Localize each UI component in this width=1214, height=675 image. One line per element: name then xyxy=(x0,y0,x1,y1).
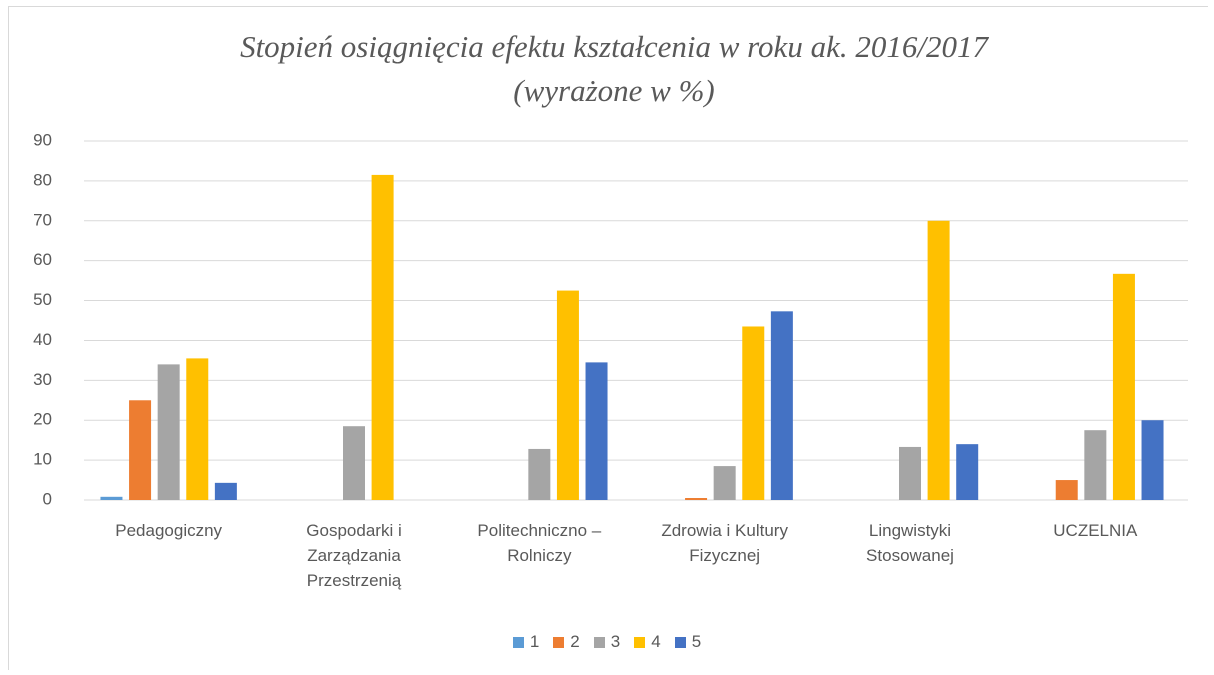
bar xyxy=(157,364,180,500)
legend-swatch xyxy=(593,636,605,648)
chart-frame xyxy=(8,6,1208,670)
legend-label: 1 xyxy=(529,632,540,651)
bar xyxy=(770,311,793,500)
chart-title: Stopień osiągnięcia efektu kształcenia w… xyxy=(240,29,989,64)
bar xyxy=(956,444,979,500)
y-tick-label: 50 xyxy=(33,290,52,309)
legend-swatch xyxy=(512,636,524,648)
bar xyxy=(1141,420,1164,500)
y-tick-label: 10 xyxy=(33,450,52,469)
bar xyxy=(685,498,708,500)
y-tick-label: 0 xyxy=(43,489,52,508)
legend-item: 1 xyxy=(512,632,540,652)
bar xyxy=(371,174,394,500)
legend-item: 2 xyxy=(553,632,580,652)
x-tick-label: Politechniczno – Rolniczy xyxy=(477,521,602,565)
x-tick-label: UCZELNIA xyxy=(1053,521,1138,540)
bar xyxy=(343,426,365,500)
legend-swatch xyxy=(674,636,686,648)
bar xyxy=(927,220,950,500)
bar xyxy=(1055,480,1078,500)
y-tick-label: 30 xyxy=(33,370,52,389)
bar xyxy=(186,358,209,500)
bar xyxy=(1084,430,1107,500)
bar xyxy=(742,326,765,500)
bar xyxy=(713,466,736,500)
legend-swatch xyxy=(634,636,646,648)
x-tick-label: Gospodarki i Zarządzania Przestrzenią xyxy=(306,521,402,590)
chart-subtitle: (wyrażone w %) xyxy=(513,73,714,108)
legend-item: 5 xyxy=(674,632,702,652)
legend-label: 3 xyxy=(610,632,621,651)
bar xyxy=(214,482,237,500)
x-tick-label: Zdrowia i Kultury Fizycznej xyxy=(661,521,788,565)
y-tick-label: 60 xyxy=(33,250,52,269)
bar xyxy=(528,448,551,500)
bar xyxy=(1112,273,1135,500)
y-tick-label: 20 xyxy=(33,410,52,429)
bar xyxy=(899,446,921,500)
legend-label: 2 xyxy=(570,632,580,651)
y-tick-label: 90 xyxy=(33,130,52,149)
x-tick-label: Pedagogiczny xyxy=(115,521,223,540)
legend-label: 4 xyxy=(651,632,661,651)
y-tick-label: 40 xyxy=(33,330,52,349)
y-tick-label: 80 xyxy=(33,170,52,189)
legend-label: 5 xyxy=(691,632,702,651)
bar xyxy=(129,400,152,500)
bar xyxy=(585,362,608,500)
legend-item: 4 xyxy=(634,632,661,652)
bar xyxy=(556,290,579,500)
legend: 1 2 3 4 5 xyxy=(0,632,1214,652)
legend-swatch xyxy=(553,636,565,648)
bar xyxy=(100,496,123,500)
x-tick-label: Lingwistyki Stosowanej xyxy=(866,521,954,565)
legend-item: 3 xyxy=(593,632,621,652)
y-tick-label: 70 xyxy=(33,210,52,229)
